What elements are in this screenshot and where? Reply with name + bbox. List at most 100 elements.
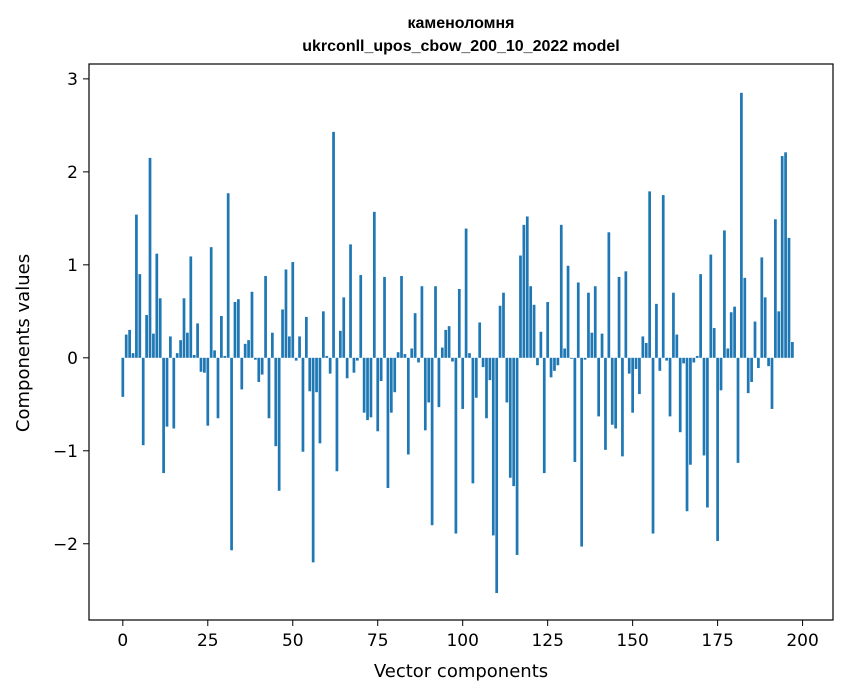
- y-axis-label: Components values: [13, 254, 34, 432]
- bar: [593, 286, 597, 358]
- bar: [777, 311, 781, 358]
- bar: [175, 353, 179, 358]
- bar: [563, 348, 567, 358]
- bar: [301, 357, 305, 452]
- bar: [651, 357, 655, 534]
- bar: [135, 214, 138, 358]
- x-tick-label: 100: [446, 631, 478, 651]
- bar: [138, 274, 142, 358]
- plot-frame: [88, 63, 834, 621]
- bar: [546, 302, 550, 358]
- bar: [271, 332, 274, 358]
- bar: [318, 357, 322, 444]
- bar: [148, 157, 152, 358]
- bar: [481, 357, 485, 368]
- bar: [600, 333, 604, 358]
- bar: [695, 355, 699, 358]
- bar: [406, 357, 410, 455]
- bar: [539, 331, 543, 358]
- bar: [349, 244, 352, 358]
- bar: [434, 286, 437, 358]
- bar: [355, 357, 359, 361]
- bar: [362, 357, 366, 413]
- bar: [474, 357, 478, 398]
- bar: [699, 274, 702, 358]
- bar: [366, 357, 369, 421]
- chart-title: каменоломня: [407, 15, 514, 32]
- bar: [675, 334, 679, 358]
- bar: [610, 357, 614, 425]
- bar: [250, 291, 254, 358]
- bar: [692, 357, 696, 363]
- bar: [638, 357, 641, 395]
- x-tick-label: 175: [701, 631, 733, 651]
- bar: [206, 357, 210, 426]
- bar: [308, 357, 312, 392]
- bar: [498, 305, 502, 358]
- bar: [328, 357, 332, 374]
- bar: [634, 357, 638, 369]
- bar: [461, 357, 465, 409]
- bar: [685, 357, 689, 512]
- bar: [240, 357, 244, 390]
- bar: [315, 357, 318, 393]
- bar: [780, 156, 784, 358]
- bar: [169, 336, 172, 358]
- bar: [281, 309, 284, 358]
- y-tick-label: 1: [67, 256, 78, 276]
- x-tick-label: 125: [531, 631, 563, 651]
- bar: [243, 343, 247, 358]
- bar: [512, 357, 516, 487]
- bar: [519, 255, 522, 358]
- bar: [604, 357, 607, 450]
- bar: [529, 286, 533, 358]
- bar: [383, 276, 386, 358]
- bar: [124, 334, 128, 358]
- bar: [532, 304, 536, 358]
- bar: [536, 357, 539, 366]
- bar: [440, 347, 444, 358]
- bar: [145, 315, 148, 358]
- bar: [573, 357, 577, 462]
- bar: [162, 357, 165, 474]
- bar: [566, 265, 570, 358]
- bar: [505, 357, 509, 403]
- bar: [267, 357, 271, 419]
- bar: [702, 357, 706, 456]
- bar: [451, 357, 454, 362]
- bar: [644, 342, 648, 358]
- bar: [549, 357, 553, 378]
- bar: [182, 298, 186, 358]
- bar: [648, 191, 651, 358]
- bar: [668, 357, 672, 417]
- bar: [736, 357, 740, 463]
- bar: [274, 357, 278, 447]
- chart-subtitle: ukrconll_upos_cbow_200_10_2022 model: [302, 38, 619, 55]
- bar: [767, 357, 770, 367]
- bar: [750, 357, 753, 382]
- bar: [457, 289, 461, 358]
- bar: [226, 193, 230, 358]
- bar: [760, 257, 764, 358]
- bar: [288, 336, 291, 358]
- y-tick-label: 2: [67, 163, 78, 183]
- x-tick-label: 150: [616, 631, 648, 651]
- bar: [393, 357, 397, 393]
- bar: [502, 292, 505, 358]
- bar: [209, 247, 213, 358]
- bar: [335, 357, 339, 472]
- bar: [485, 357, 488, 419]
- bar: [757, 357, 760, 369]
- bar: [559, 224, 563, 358]
- bar: [233, 302, 237, 358]
- bar: [763, 297, 767, 358]
- bar: [723, 230, 726, 358]
- bar: [682, 357, 685, 364]
- x-tick-label: 200: [786, 631, 818, 651]
- bar: [590, 332, 594, 358]
- bar: [410, 348, 414, 358]
- bar: [617, 276, 621, 358]
- bar: [427, 357, 431, 403]
- bar: [597, 357, 601, 417]
